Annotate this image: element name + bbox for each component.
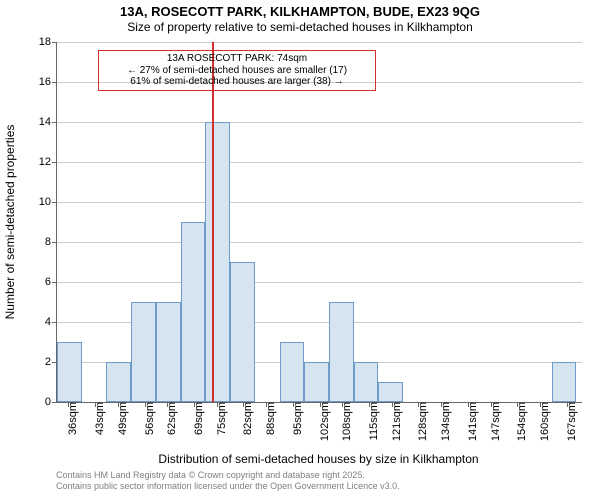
y-axis-label: Number of semi-detached properties — [3, 125, 17, 320]
annotation-line: 13A ROSECOTT PARK: 74sqm — [104, 53, 370, 65]
chart-subtitle: Size of property relative to semi-detach… — [0, 20, 600, 34]
x-tick-label: 108sqm — [331, 402, 353, 441]
x-tick-label: 95sqm — [282, 402, 304, 435]
x-tick-label: 82sqm — [232, 402, 254, 435]
x-tick-label: 160sqm — [529, 402, 551, 441]
gridline — [57, 162, 582, 163]
histogram-bar — [378, 382, 403, 402]
gridline — [57, 242, 582, 243]
reference-line — [212, 42, 214, 402]
y-tick-label: 16 — [39, 76, 57, 88]
x-tick-label: 69sqm — [183, 402, 205, 435]
gridline — [57, 202, 582, 203]
histogram-bar — [304, 362, 329, 402]
histogram-bar — [280, 342, 305, 402]
y-tick-label: 8 — [45, 236, 57, 248]
gridline — [57, 122, 582, 123]
y-tick-label: 2 — [45, 356, 57, 368]
x-tick-label: 128sqm — [407, 402, 429, 441]
chart-container: { "chart": { "type": "histogram", "title… — [0, 0, 600, 500]
x-tick-label: 167sqm — [556, 402, 578, 441]
chart-footer: Contains HM Land Registry data © Crown c… — [56, 470, 400, 492]
x-tick-label: 88sqm — [255, 402, 277, 435]
x-tick-label: 147sqm — [480, 402, 502, 441]
histogram-bar — [156, 302, 181, 402]
histogram-bar — [552, 362, 577, 402]
x-tick-label: 43sqm — [84, 402, 106, 435]
x-tick-label: 75sqm — [206, 402, 228, 435]
y-tick-label: 0 — [45, 396, 57, 408]
histogram-bar — [329, 302, 354, 402]
histogram-bar — [230, 262, 255, 402]
annotation-line: ← 27% of semi-detached houses are smalle… — [104, 65, 370, 77]
histogram-bar — [181, 222, 206, 402]
plot-area: 02468101214161836sqm43sqm49sqm56sqm62sqm… — [56, 42, 582, 403]
histogram-bar — [354, 362, 379, 402]
chart-title: 13A, ROSECOTT PARK, KILKHAMPTON, BUDE, E… — [0, 0, 600, 20]
x-tick-label: 62sqm — [156, 402, 178, 435]
x-tick-label: 115sqm — [358, 402, 380, 440]
x-tick-label: 121sqm — [381, 402, 403, 441]
x-tick-label: 154sqm — [506, 402, 528, 441]
title-line2: Size of property relative to semi-detach… — [127, 20, 473, 34]
x-tick-label: 49sqm — [107, 402, 129, 435]
y-tick-label: 10 — [39, 196, 57, 208]
y-tick-label: 18 — [39, 36, 57, 48]
annotation-box: 13A ROSECOTT PARK: 74sqm← 27% of semi-de… — [98, 50, 376, 91]
histogram-bar — [57, 342, 82, 402]
x-axis-label: Distribution of semi-detached houses by … — [158, 452, 478, 466]
x-tick-label: 56sqm — [134, 402, 156, 435]
y-tick-label: 12 — [39, 156, 57, 168]
footer-line2: Contains public sector information licen… — [56, 481, 400, 492]
y-tick-label: 4 — [45, 316, 57, 328]
gridline — [57, 282, 582, 283]
histogram-bar — [106, 362, 131, 402]
title-line1: 13A, ROSECOTT PARK, KILKHAMPTON, BUDE, E… — [120, 4, 480, 19]
y-tick-label: 14 — [39, 116, 57, 128]
y-tick-label: 6 — [45, 276, 57, 288]
x-tick-label: 36sqm — [57, 402, 79, 435]
footer-line1: Contains HM Land Registry data © Crown c… — [56, 470, 400, 481]
x-tick-label: 141sqm — [457, 402, 479, 441]
x-tick-label: 102sqm — [309, 402, 331, 441]
gridline — [57, 42, 582, 43]
histogram-bar — [131, 302, 156, 402]
annotation-line: 61% of semi-detached houses are larger (… — [104, 76, 370, 88]
x-tick-label: 134sqm — [430, 402, 452, 441]
histogram-bar — [205, 122, 230, 402]
